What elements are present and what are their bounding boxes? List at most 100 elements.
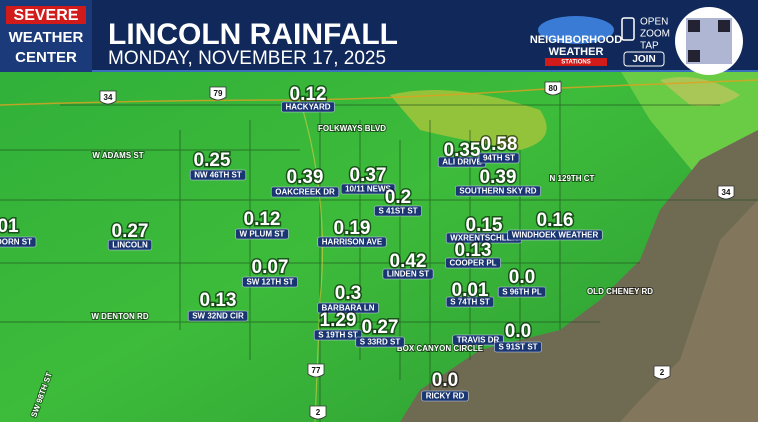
rainfall-value: 0.39	[480, 167, 517, 188]
rainfall-value: 0.13	[455, 240, 492, 261]
qr-finder	[718, 20, 730, 32]
station-name-box	[445, 257, 501, 269]
qr-text: OPEN	[640, 17, 668, 28]
station-name-box	[374, 205, 422, 217]
station-name: NW 46TH ST	[194, 171, 242, 180]
station-name-box	[455, 185, 541, 197]
road-label: W ADAMS ST	[92, 151, 143, 160]
rainfall-value: 0.0	[432, 370, 458, 391]
header-rule	[0, 70, 758, 72]
highway-number: 2	[660, 368, 665, 377]
highway-number: 80	[549, 84, 558, 93]
terrain	[620, 200, 758, 422]
sponsor-name: NEIGHBORHOOD	[530, 34, 622, 46]
rainfall-value: 0.27	[112, 221, 149, 242]
logo-line: SEVERE	[14, 7, 79, 24]
station-name: S 96TH PL	[502, 288, 542, 297]
header: SEVERE WEATHER CENTER LINCOLN RAINFALL M…	[0, 0, 758, 75]
rainfall-value: 0.01	[452, 280, 489, 301]
road-label-box	[452, 334, 504, 346]
station-name-box	[355, 336, 405, 348]
join-button[interactable]	[623, 51, 665, 67]
station-name: OAKCREEK DR	[275, 188, 335, 197]
station-name: WINDHOEK WEATHER	[512, 231, 599, 240]
road-label: OLD CHENEY RD	[587, 287, 653, 296]
logo-line: CENTER	[15, 49, 77, 66]
rainfall-value: 0.07	[252, 257, 289, 278]
street-grid	[0, 79, 758, 422]
title: LINCOLN RAINFALL	[108, 18, 398, 51]
station-name-box	[313, 329, 363, 341]
highway-number: 79	[214, 89, 223, 98]
sponsor-strip	[545, 58, 607, 66]
rainfall-value: 0.15	[466, 215, 503, 236]
rainfall-value: 0.27	[362, 317, 399, 338]
station-name: SW 12TH ST	[246, 278, 293, 287]
station-name-box	[497, 286, 547, 298]
rainfall-value: 0.12	[244, 209, 281, 230]
road-label: TRAVIS DR	[457, 336, 500, 345]
station-name-box	[340, 183, 396, 195]
station-name: S 74TH ST	[450, 298, 490, 307]
station-name-box	[445, 296, 495, 308]
highway-shield	[653, 365, 671, 380]
rainfall-value: 1.29	[320, 310, 357, 331]
sponsor-name: STATIONS	[561, 60, 590, 66]
station-name-box	[270, 186, 340, 198]
station-name-box	[317, 236, 387, 248]
station-name: COOPER PL	[449, 259, 496, 268]
station-name: LINCOLN	[112, 241, 148, 250]
highway-shield	[307, 363, 325, 378]
highway-number: 34	[104, 93, 113, 102]
qr-text: ZOOM	[640, 29, 670, 40]
station-name: HACKYARD	[285, 103, 330, 112]
station-name: ALI DRIVE	[442, 158, 482, 167]
road-label: W DENTON RD	[91, 312, 148, 321]
station-name: 10/11 NEWS	[345, 185, 391, 194]
logo-line: WEATHER	[9, 29, 84, 46]
rainfall-value: 0.25	[194, 150, 231, 171]
station-name: DORN ST	[0, 238, 32, 247]
station-name: WXRENTSCHLER	[450, 234, 518, 243]
phone-icon	[621, 17, 635, 41]
station-name: S 33RD ST	[360, 338, 401, 347]
sponsor-cloud	[538, 16, 614, 44]
rainfall-value: 0.37	[350, 165, 387, 186]
station-name-box	[507, 229, 603, 241]
road-label: BOX CANYON CIRCLE	[397, 344, 484, 353]
rainfall-value: 0.2	[385, 187, 411, 208]
highway-shield	[309, 405, 327, 420]
qr-finder	[688, 20, 700, 32]
rainfall-value: 0.42	[390, 251, 427, 272]
header-bar	[0, 0, 758, 72]
rainfall-value: 0.3	[335, 283, 361, 304]
station-name-box	[242, 276, 298, 288]
rainfall-value: 0.35	[444, 140, 481, 161]
subtitle: MONDAY, NOVEMBER 17, 2025	[108, 48, 386, 69]
rainfall-value: 0.13	[200, 290, 237, 311]
station-name-box	[478, 152, 520, 164]
qr-text: TAP	[640, 41, 659, 52]
station-name: RICKY RD	[426, 392, 465, 401]
station-name-box	[421, 390, 469, 402]
station-name: SW 32ND CIR	[192, 312, 244, 321]
station-name: S 41ST ST	[378, 207, 417, 216]
logo-red	[6, 6, 86, 24]
station-name-box	[317, 302, 379, 314]
highway-number: 2	[316, 408, 321, 417]
station-name-box	[189, 169, 247, 181]
rainfall-value: 0.58	[481, 134, 518, 155]
rainfall-value: 0.12	[290, 84, 327, 105]
terrain	[400, 130, 758, 422]
rainfall-value: 0.19	[334, 218, 371, 239]
station-name: BARBARA LN	[321, 304, 374, 313]
rainfall-value: 01	[0, 216, 19, 237]
rainfall-value: 0.0	[509, 267, 535, 288]
highway-shield	[99, 90, 117, 105]
station-name-box	[382, 268, 434, 280]
highway-shield	[544, 81, 562, 96]
station-name: S 19TH ST	[318, 331, 358, 340]
station-name-box	[187, 310, 249, 322]
station-name: W PLUM ST	[240, 230, 285, 239]
